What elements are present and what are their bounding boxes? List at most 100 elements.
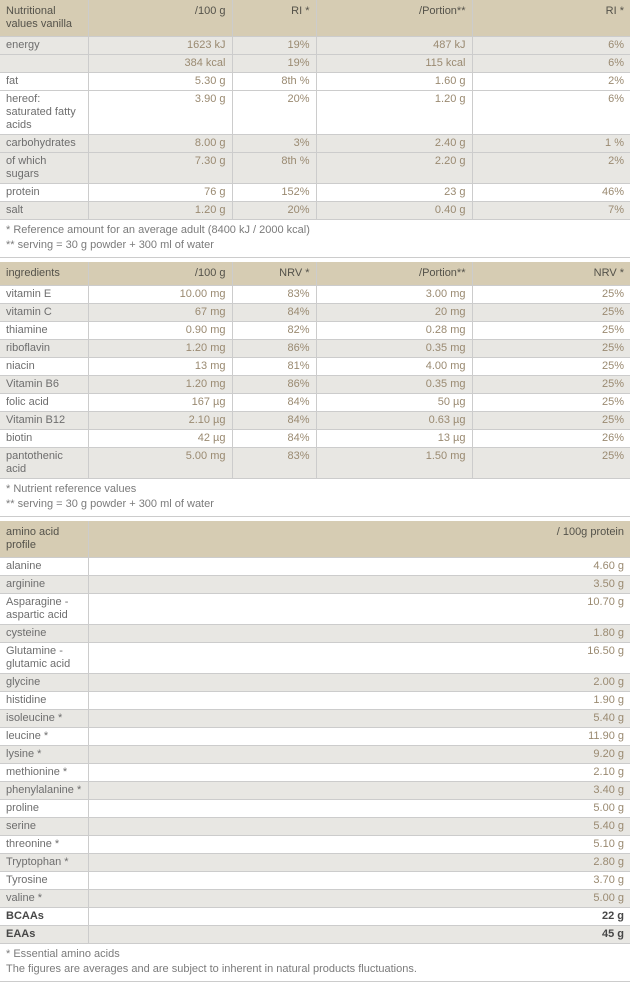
row-label: isoleucine * [6,712,63,724]
row-label: vitamin E [6,288,52,300]
table-row: arginine 3.50 g [0,575,630,594]
row-value-value: 2.10 g [87,763,630,782]
table-row: serine 5.40 g [0,817,630,836]
table-row: proline 5.00 g [0,799,630,818]
col-header-nrv: NRV * [231,262,316,286]
footnote-nrv: * Nutrient reference values [6,483,137,495]
row-label: Tryptophan * [6,856,69,868]
row-value-portion: 115 kcal [315,54,472,73]
row-value-ri2: 6% [471,36,630,55]
row-value-per100: 1.20 mg [87,375,232,394]
nutrition-table-title: Nutritional values vanilla [0,0,88,37]
row-value-per100: 76 g [87,183,232,202]
footnote-reference-amount: * Reference amount for an average adult … [6,224,310,236]
row-value-ri: 20% [231,90,316,135]
row-value-value: 3.40 g [87,781,630,800]
footnote-averages-disclaimer: The figures are averages and are subject… [6,963,417,975]
row-value-per100: 10.00 mg [87,285,232,304]
row-value-ri: 83% [231,447,316,479]
table-row: BCAAs 22 g [0,907,630,926]
amino-table-header-row: amino acid profile / 100g protein [0,521,630,558]
row-value-value: 1.80 g [87,624,630,643]
row-label: Vitamin B12 [6,414,66,426]
row-label: riboflavin [6,342,51,354]
ingredients-table-footnotes: * Nutrient reference values ** serving =… [0,478,630,517]
row-label: histidine [6,694,47,706]
row-value-ri: 20% [231,201,316,220]
table-row: 384 kcal 19% 115 kcal 6% [0,54,630,73]
row-label: serine [6,820,36,832]
row-value-value: 5.40 g [87,817,630,836]
row-value-ri2: 25% [471,339,630,358]
table-row: energy 1623 kJ 19% 487 kJ 6% [0,36,630,55]
col-header-ri: RI * [231,0,316,37]
row-value-ri: 84% [231,303,316,322]
row-label: vitamin C [6,306,52,318]
row-value-ri: 19% [231,54,316,73]
table-row: Tyrosine 3.70 g [0,871,630,890]
row-value-portion: 1.20 g [315,90,472,135]
row-value-ri: 84% [231,429,316,448]
row-value-ri2: 1 % [471,134,630,153]
row-label: alanine [6,560,42,572]
amino-table-title: amino acid profile [0,521,88,558]
row-label: salt [6,204,24,216]
row-value-per100: 167 µg [87,393,232,412]
row-value-per100: 0.90 mg [87,321,232,340]
row-value-per100: 5.30 g [87,72,232,91]
table-row: pantothenic acid 5.00 mg 83% 1.50 mg 25% [0,447,630,479]
row-value-portion: 1.50 mg [315,447,472,479]
row-label: cysteine [6,627,47,639]
row-value-ri2: 7% [471,201,630,220]
row-value-per100: 1.20 mg [87,339,232,358]
table-row: alanine 4.60 g [0,557,630,576]
table-row: of which sugars 7.30 g 8th % 2.20 g 2% [0,152,630,184]
row-value-ri: 84% [231,393,316,412]
col-header-portion: /Portion** [315,0,472,37]
table-row: protein 76 g 152% 23 g 46% [0,183,630,202]
row-value-ri: 3% [231,134,316,153]
row-value-portion: 0.35 mg [315,339,472,358]
table-row: riboflavin 1.20 mg 86% 0.35 mg 25% [0,339,630,358]
row-value-ri: 84% [231,411,316,430]
row-value-ri: 152% [231,183,316,202]
table-row: biotin 42 µg 84% 13 µg 26% [0,429,630,448]
row-value-per100: 2.10 µg [87,411,232,430]
row-value-value: 3.50 g [87,575,630,594]
row-value-per100: 1623 kJ [87,36,232,55]
row-value-ri2: 25% [471,303,630,322]
row-value-portion: 2.40 g [315,134,472,153]
table-row: histidine 1.90 g [0,691,630,710]
row-value-portion: 0.35 mg [315,375,472,394]
col-header-per-100g-protein: / 100g protein [87,521,630,558]
row-value-value: 5.10 g [87,835,630,854]
col-header-ri-portion: RI * [471,0,630,37]
row-label: arginine [6,578,46,590]
table-row: vitamin E 10.00 mg 83% 3.00 mg 25% [0,285,630,304]
nutrition-table-header-row: Nutritional values vanilla /100 g RI * /… [0,0,630,37]
table-row: phenylalanine * 3.40 g [0,781,630,800]
row-value-value: 11.90 g [87,727,630,746]
row-value-per100: 7.30 g [87,152,232,184]
row-value-ri: 83% [231,285,316,304]
row-value-per100: 3.90 g [87,90,232,135]
row-label: carbohydrates [6,137,76,149]
table-row: Glutamine - glutamic acid 16.50 g [0,642,630,674]
row-label: fat [6,75,19,87]
row-label: valine * [6,892,43,904]
row-value-value: 5.00 g [87,889,630,908]
row-value-ri: 8th % [231,152,316,184]
row-label: protein [6,186,40,198]
row-value-value: 9.20 g [87,745,630,764]
row-value-value: 1.90 g [87,691,630,710]
table-row: hereof: saturated fatty acids 3.90 g 20% 1.… [0,90,630,135]
row-value-per100: 384 kcal [87,54,232,73]
table-row: vitamin C 67 mg 84% 20 mg 25% [0,303,630,322]
row-value-portion: 0.40 g [315,201,472,220]
row-value-ri: 82% [231,321,316,340]
row-value-portion: 2.20 g [315,152,472,184]
row-value-value: 10.70 g [87,593,630,625]
amino-acid-profile-table: amino acid profile / 100g protein alanin… [0,521,630,982]
table-row: methionine * 2.10 g [0,763,630,782]
